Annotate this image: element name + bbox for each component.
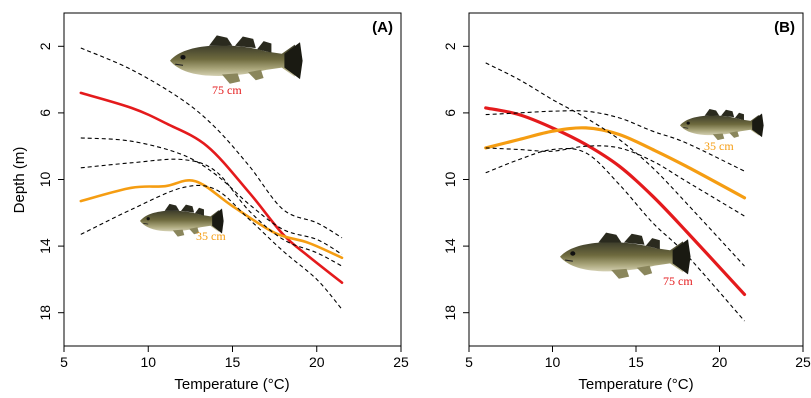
fit-line-b-1 <box>484 126 747 200</box>
axes-a: 5 10 15 20 25 2 6 10 14 18 <box>37 42 409 370</box>
y-tick-label-a-2: 10 <box>37 172 53 188</box>
panel-a: 5 10 15 20 25 2 6 10 14 18 (A) 75 cm 35 cm Temper… <box>11 12 409 393</box>
series-group-a <box>79 47 344 310</box>
x-tick-label-a-4: 25 <box>393 354 409 370</box>
annotation-35cm-a: 35 cm <box>196 229 226 243</box>
y-tick-label-b-2: 10 <box>442 172 458 188</box>
ci-line-a-2 <box>80 47 343 239</box>
axes-b: 5 10 15 20 25 2 6 10 14 18 <box>442 42 811 370</box>
y-axis-label-a: Depth (m) <box>11 147 28 214</box>
x-tick-label-a-2: 15 <box>225 354 241 370</box>
annotation-75cm-a: 75 cm <box>212 83 242 97</box>
x-tick-label-a-0: 5 <box>60 354 68 370</box>
x-tick-label-b-2: 15 <box>628 354 644 370</box>
panel-label-b: (B) <box>774 19 795 36</box>
x-tick-label-a-3: 20 <box>309 354 325 370</box>
x-tick-label-b-4: 25 <box>795 354 811 370</box>
y-tick-label-a-0: 2 <box>37 42 53 50</box>
y-tick-label-b-3: 14 <box>442 238 458 254</box>
x-tick-label-b-0: 5 <box>465 354 473 370</box>
ci-line-b-2 <box>485 62 745 267</box>
series-group-b <box>484 62 747 322</box>
cod-75cm-image-a <box>169 34 304 85</box>
x-tick-label-b-3: 20 <box>712 354 728 370</box>
y-tick-label-a-1: 6 <box>37 109 53 117</box>
ci-line-b-3 <box>485 110 745 172</box>
panel-b: 5 10 15 20 25 2 6 10 14 18 (B) 35 cm 75 cm Temper… <box>442 12 811 393</box>
panel-label-a: (A) <box>372 19 393 36</box>
fit-line-a-0 <box>79 91 344 284</box>
y-tick-label-b-1: 6 <box>442 109 458 117</box>
y-tick-label-b-4: 18 <box>442 305 458 321</box>
fit-line-a-1 <box>79 179 344 260</box>
cod-35cm-image-b <box>679 108 765 141</box>
ci-line-b-4 <box>485 145 745 217</box>
ci-line-a-4 <box>80 158 343 267</box>
x-tick-label-b-1: 10 <box>545 354 561 370</box>
fit-line-b-0 <box>484 106 747 296</box>
ci-line-a-3 <box>80 137 343 255</box>
x-tick-label-a-1: 10 <box>140 354 156 370</box>
x-axis-label-b: Temperature (°C) <box>578 376 693 393</box>
y-tick-label-b-0: 2 <box>442 42 458 50</box>
x-axis-label-a: Temperature (°C) <box>174 376 289 393</box>
annotation-35cm-b: 35 cm <box>704 139 734 153</box>
y-tick-label-a-4: 18 <box>37 305 53 321</box>
y-tick-label-a-3: 14 <box>37 238 53 254</box>
annotation-75cm-b: 75 cm <box>663 274 693 288</box>
